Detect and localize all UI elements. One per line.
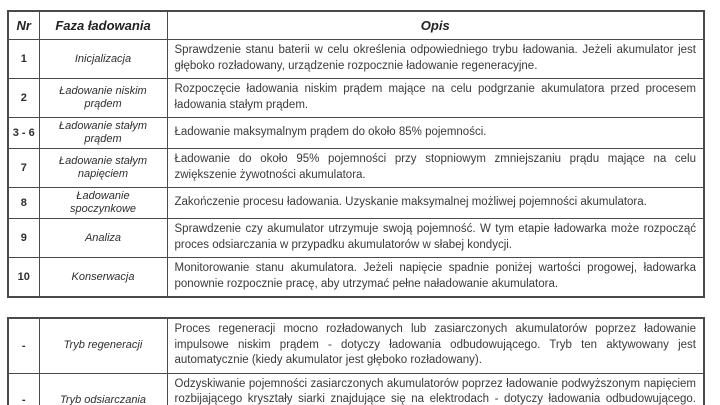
table-row: 9 Analiza Sprawdzenie czy akumulator utr…	[7, 218, 705, 258]
table-row: 2 Ładowanie niskim prądem Rozpoczęcie ła…	[7, 78, 705, 118]
cell-nr: 8	[7, 187, 40, 219]
col-header-opis: Opis	[166, 10, 705, 40]
cell-description: Rozpoczęcie ładowania niskim prądem mają…	[166, 78, 705, 118]
col-header-nr: Nr	[7, 10, 40, 40]
table-row: - Tryb odsiarczania Odzyskiwanie pojemno…	[7, 372, 705, 405]
cell-nr: 2	[7, 78, 40, 118]
col-header-faza: Faza ładowania	[38, 10, 168, 40]
table-row: 8 Ładowanie spoczynkowe Zakończenie proc…	[7, 187, 705, 219]
cell-description: Sprawdzenie czy akumulator utrzymuje swo…	[166, 218, 705, 258]
cell-description: Monitorowanie stanu akumulatora. Jeżeli …	[166, 257, 705, 298]
cell-description: Zakończenie procesu ładowania. Uzyskanie…	[166, 187, 705, 219]
cell-description: Proces regeneracji mocno rozładowanych l…	[166, 317, 705, 374]
cell-phase: Ładowanie niskim prądem	[38, 78, 168, 118]
cell-description: Ładowanie do około 95% pojemności przy s…	[166, 148, 705, 188]
cell-phase: Tryb odsiarczania	[38, 372, 168, 405]
cell-phase: Ładowanie spoczynkowe	[38, 187, 168, 219]
cell-phase: Ładowanie stałym prądem	[38, 117, 168, 149]
table-row: 1 Inicjalizacja Sprawdzenie stanu bateri…	[7, 39, 705, 79]
cell-phase: Ładowanie stałym napięciem	[38, 148, 168, 188]
cell-nr: 1	[7, 39, 40, 79]
table-header-row: Nr Faza ładowania Opis	[7, 10, 705, 40]
cell-phase: Konserwacja	[38, 257, 168, 298]
table-row: 3 - 6 Ładowanie stałym prądem Ładowanie …	[7, 117, 705, 149]
cell-nr: 3 - 6	[7, 117, 40, 149]
cell-description: Odzyskiwanie pojemności zasiarczonych ak…	[166, 372, 705, 405]
cell-nr: 7	[7, 148, 40, 188]
table-row: - Tryb regeneracji Proces regeneracji mo…	[7, 317, 705, 374]
cell-phase: Inicjalizacja	[38, 39, 168, 79]
cell-nr: -	[7, 372, 40, 405]
table-row: 7 Ładowanie stałym napięciem Ładowanie d…	[7, 148, 705, 188]
cell-description: Ładowanie maksymalnym prądem do około 85…	[166, 117, 705, 149]
cell-nr: -	[7, 317, 40, 374]
cell-nr: 10	[7, 257, 40, 298]
charging-phases-table: Nr Faza ładowania Opis 1 Inicjalizacja S…	[7, 10, 705, 298]
cell-description: Sprawdzenie stanu baterii w celu określe…	[166, 39, 705, 79]
special-modes-table: - Tryb regeneracji Proces regeneracji mo…	[7, 317, 705, 405]
cell-phase: Tryb regeneracji	[38, 317, 168, 374]
table-row: 10 Konserwacja Monitorowanie stanu akumu…	[7, 257, 705, 298]
cell-phase: Analiza	[38, 218, 168, 258]
cell-nr: 9	[7, 218, 40, 258]
